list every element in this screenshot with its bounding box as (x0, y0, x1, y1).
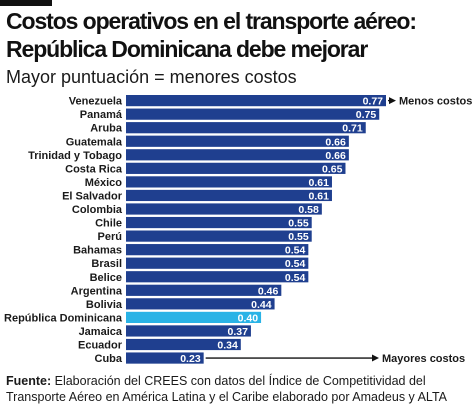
category-label: Ecuador (78, 340, 123, 352)
value-label: 0.34 (217, 340, 238, 352)
value-label: 0.71 (342, 123, 363, 135)
chart-subtitle: Mayor puntuación = menores costos (6, 67, 297, 87)
source-label: Fuente: (6, 374, 52, 388)
bar (126, 176, 332, 188)
bar (126, 244, 309, 256)
value-label: 0.54 (285, 272, 306, 284)
bar (126, 216, 312, 229)
value-label: 0.58 (298, 204, 319, 216)
value-label: 0.40 (238, 312, 259, 324)
category-label: Costa Rica (65, 163, 123, 175)
value-label: 0.55 (288, 218, 309, 230)
title-line-1: Costos operativos en el transporte aéreo… (6, 8, 417, 34)
annotation-label: Mayores costos (382, 353, 465, 365)
bar (126, 95, 386, 107)
category-label: México (85, 177, 123, 189)
value-label: 0.54 (285, 258, 306, 270)
category-label: Argentina (71, 285, 123, 297)
bar (126, 189, 332, 202)
annotation-label: Menos costos (399, 96, 472, 108)
chart-title: Costos operativos en el transporte aéreo… (6, 7, 474, 63)
source-text: Elaboración del CREES con datos del Índi… (6, 374, 447, 404)
category-label: Belice (90, 272, 122, 284)
value-label: 0.54 (285, 245, 306, 257)
bar (126, 298, 275, 310)
value-label: 0.44 (251, 299, 272, 311)
bar (126, 271, 309, 283)
bar (126, 230, 312, 242)
category-label: Jamaica (79, 326, 123, 338)
category-label: Brasil (91, 258, 122, 270)
bar (126, 162, 346, 174)
bar (126, 135, 349, 147)
value-label: 0.65 (322, 163, 343, 175)
value-label: 0.61 (309, 177, 330, 189)
category-label: Aruba (90, 123, 123, 135)
value-label: 0.61 (309, 190, 330, 202)
category-label: Colombia (72, 204, 123, 216)
bar (126, 325, 251, 337)
bar (126, 284, 282, 296)
category-label: Perú (98, 231, 122, 243)
bar (126, 122, 366, 134)
category-label: República Dominicana (4, 312, 123, 324)
bar (126, 108, 380, 120)
bar (126, 338, 241, 351)
category-label: El Salvador (62, 190, 123, 202)
value-label: 0.55 (288, 231, 309, 243)
value-label: 0.77 (363, 96, 384, 108)
category-label: Venezuela (69, 96, 123, 108)
category-label: Trinidad y Tobago (28, 150, 122, 162)
value-label: 0.75 (356, 109, 377, 121)
source-note: Fuente: Elaboración del CREES con datos … (6, 373, 472, 405)
value-label: 0.46 (258, 285, 279, 297)
category-label: Bolivia (86, 299, 123, 311)
bar (126, 149, 349, 161)
bar-highlight (126, 311, 262, 323)
annotation-arrow-head (389, 97, 396, 105)
category-label: Panamá (80, 109, 123, 121)
value-label: 0.66 (325, 136, 346, 148)
header-accent-bar (0, 0, 52, 6)
value-label: 0.37 (227, 326, 248, 338)
category-label: Cuba (95, 353, 123, 365)
category-label: Bahamas (73, 245, 122, 257)
title-line-2: República Dominicana debe mejorar (6, 36, 368, 62)
bar-chart: Venezuela 0.77 Panamá 0.75 Aruba 0.71 Guatemal… (4, 95, 472, 365)
category-label: Guatemala (66, 136, 123, 148)
bar (126, 257, 309, 269)
value-label: 0.23 (180, 353, 201, 365)
annotation-arrow-head (372, 354, 379, 362)
bar (126, 203, 322, 215)
value-label: 0.66 (325, 150, 346, 162)
category-label: Chile (95, 218, 122, 230)
bar (126, 352, 204, 364)
